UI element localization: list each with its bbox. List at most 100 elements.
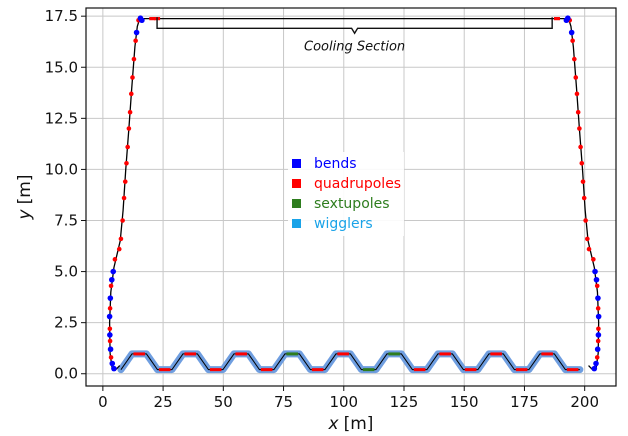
legend-swatch-wigglers [292,219,301,228]
quadrupole-marker [595,338,601,344]
quadrupole-marker [125,144,130,150]
flat-magnet-marker [362,368,375,372]
beam-path-left [108,18,141,371]
bend-marker [592,268,598,275]
quadrupole-marker [116,246,122,252]
quadrupole-marker [591,257,596,262]
quadrupole-marker [581,195,587,201]
flat-magnet-marker [184,352,196,356]
flat-magnet-marker [235,352,247,356]
y-tick-label: 7.5 [54,211,78,229]
quadrupole-marker [107,326,113,332]
quadrupole-marker [574,91,580,97]
bend-marker [593,360,599,367]
y-tick-label: 15.0 [45,58,78,76]
bend-marker [595,332,602,338]
quadrupole-marker [108,283,114,289]
x-tick-label: 25 [154,393,173,411]
flat-magnet-marker [311,368,324,372]
annotation-layer: Cooling Section [156,17,553,54]
quadrupole-marker [133,38,138,43]
quadrupole-marker [594,355,600,360]
y-tick-label: 17.5 [45,7,78,25]
quadrupole-marker [580,179,586,184]
x-tick-label: 175 [510,393,539,411]
x-tick-label: 75 [274,393,293,411]
flat-magnet-marker [388,352,400,356]
quadrupole-marker [570,38,575,43]
bend-marker [594,346,601,353]
bend-marker [111,365,117,372]
x-axis-symbol: x [328,414,340,434]
bend-marker [107,332,113,338]
legend-box [288,152,404,236]
flat-magnet-marker [566,368,579,372]
cooling-section-bracket [156,17,553,35]
quadrupole-marker [594,283,600,289]
quadrupole-marker [131,56,137,62]
flat-magnet-marker [337,352,349,356]
quadrupole-marker [583,218,588,223]
quadrupole-marker [126,126,132,131]
quadrupole-marker [573,75,579,80]
legend-swatch-quadrupoles [292,179,301,188]
y-tick-label: 5.0 [54,263,78,281]
bend-marker [109,360,116,367]
quadrupole-marker [127,109,133,115]
quadrupole-marker [553,17,560,21]
quadrupole-marker [572,56,577,62]
flat-magnet-marker [439,352,451,356]
y-axis-label: y [m] [15,175,35,221]
magnet-layer [106,15,602,372]
y-tick-label: 12.5 [45,109,78,127]
bend-marker [108,276,115,283]
bend-marker [107,346,114,353]
beam-path-right [567,18,600,371]
quadrupole-marker [578,144,583,150]
bend-marker [107,295,114,301]
quadrupole-marker [575,109,581,115]
flat-magnet-marker [464,368,477,372]
flat-magnet-marker [413,368,426,372]
quadrupole-marker [579,160,585,166]
quadrupole-marker [577,126,582,131]
plot-frame [85,7,617,387]
x-axis-label: x [m] [328,414,374,434]
bend-marker [110,268,117,275]
legend-label-sextupoles: sextupoles [314,196,390,212]
x-tick-label: 150 [450,393,479,411]
legend-swatch-sextupoles [292,199,301,208]
wiggler-layer [117,350,584,374]
flat-magnet-marker [209,368,222,372]
cooling-section-label: Cooling Section [304,39,405,54]
bend-marker [591,365,598,372]
bend-marker [133,29,140,36]
quadrupole-marker [128,91,134,97]
flat-magnet-marker [541,352,553,356]
x-axis-unit: [m] [344,414,374,434]
quadrupole-marker [124,160,129,166]
bend-marker [593,276,600,283]
x-tick-label: 125 [390,393,419,411]
quadrupole-marker [586,246,592,252]
y-tick-label: 0.0 [54,365,78,383]
quadrupole-marker [107,338,113,344]
flat-magnet-marker [490,352,502,356]
quadrupole-marker [585,236,590,242]
flat-magnet-marker [133,352,145,356]
flat-magnet-marker [515,368,528,372]
axis-ticks: 0 25 50 75 100 125 150 175 200 0.0 2.5 5.0 7.5 10.0 12… [45,7,599,411]
x-tick-label: 50 [214,393,233,411]
quadrupole-marker [149,17,156,21]
legend-swatch-bends [292,159,301,168]
quadrupole-marker [118,236,124,242]
flat-magnet-marker [260,368,273,372]
legend-label-bends: bends [314,156,357,172]
y-axis-symbol: y [15,208,35,220]
quadrupole-marker [130,75,135,80]
bend-marker [106,313,113,320]
bend-marker [563,17,570,24]
bend-marker [568,29,575,36]
x-tick-label: 100 [329,393,358,411]
